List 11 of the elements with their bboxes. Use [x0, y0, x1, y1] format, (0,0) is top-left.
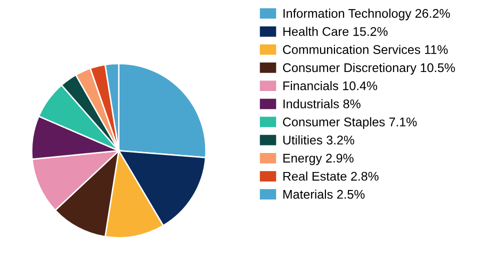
legend-label: Energy 2.9% [283, 154, 354, 166]
legend-label: Consumer Staples 7.1% [283, 117, 417, 129]
legend-label: Utilities 3.2% [283, 135, 354, 144]
legend-label: Information Technology 26.2% [284, 8, 450, 20]
legend-label: Industrials 8% [284, 99, 360, 108]
legend-label: Communication Services 11% [283, 44, 448, 54]
legend-label: Real Estate 2.8% [283, 172, 379, 181]
legend-label: Materials 2.5% [283, 190, 365, 199]
legend-label: Consumer Discretionary 10.5% [283, 62, 455, 75]
legend-label: Health Care 15.2% [283, 26, 388, 36]
legend-label: Financials 10.4% [283, 81, 378, 90]
